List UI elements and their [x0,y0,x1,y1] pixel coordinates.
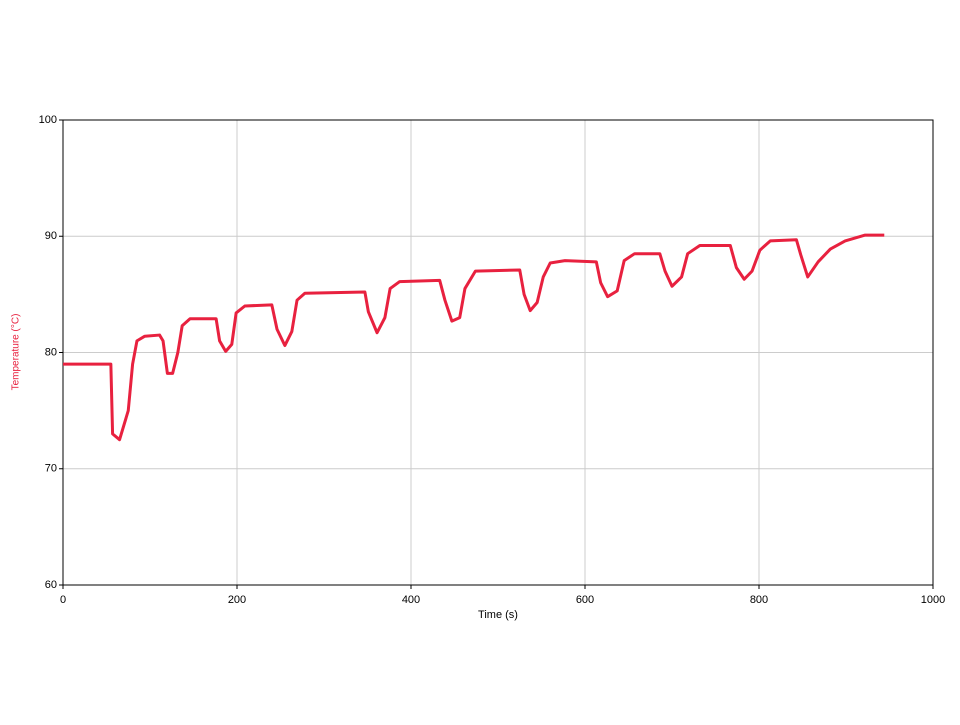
y-tick-label: 80 [45,346,57,358]
plot-border [62,119,934,586]
y-tick-label: 60 [45,579,57,591]
data-line [63,233,885,442]
x-tick-label: 0 [60,594,66,606]
x-tick-label: 600 [576,594,594,606]
y-tick-label: 100 [39,114,57,126]
x-tick-label: 200 [228,594,246,606]
y-axis-label: Temperature (°C) [11,314,22,391]
y-tick-label: 70 [45,463,57,475]
x-tick-label: 1000 [921,594,945,606]
y-tick-label: 90 [45,230,57,242]
x-tick-label: 800 [750,594,768,606]
x-tick-label: 400 [402,594,420,606]
x-axis-label: Time (s) [478,609,518,621]
